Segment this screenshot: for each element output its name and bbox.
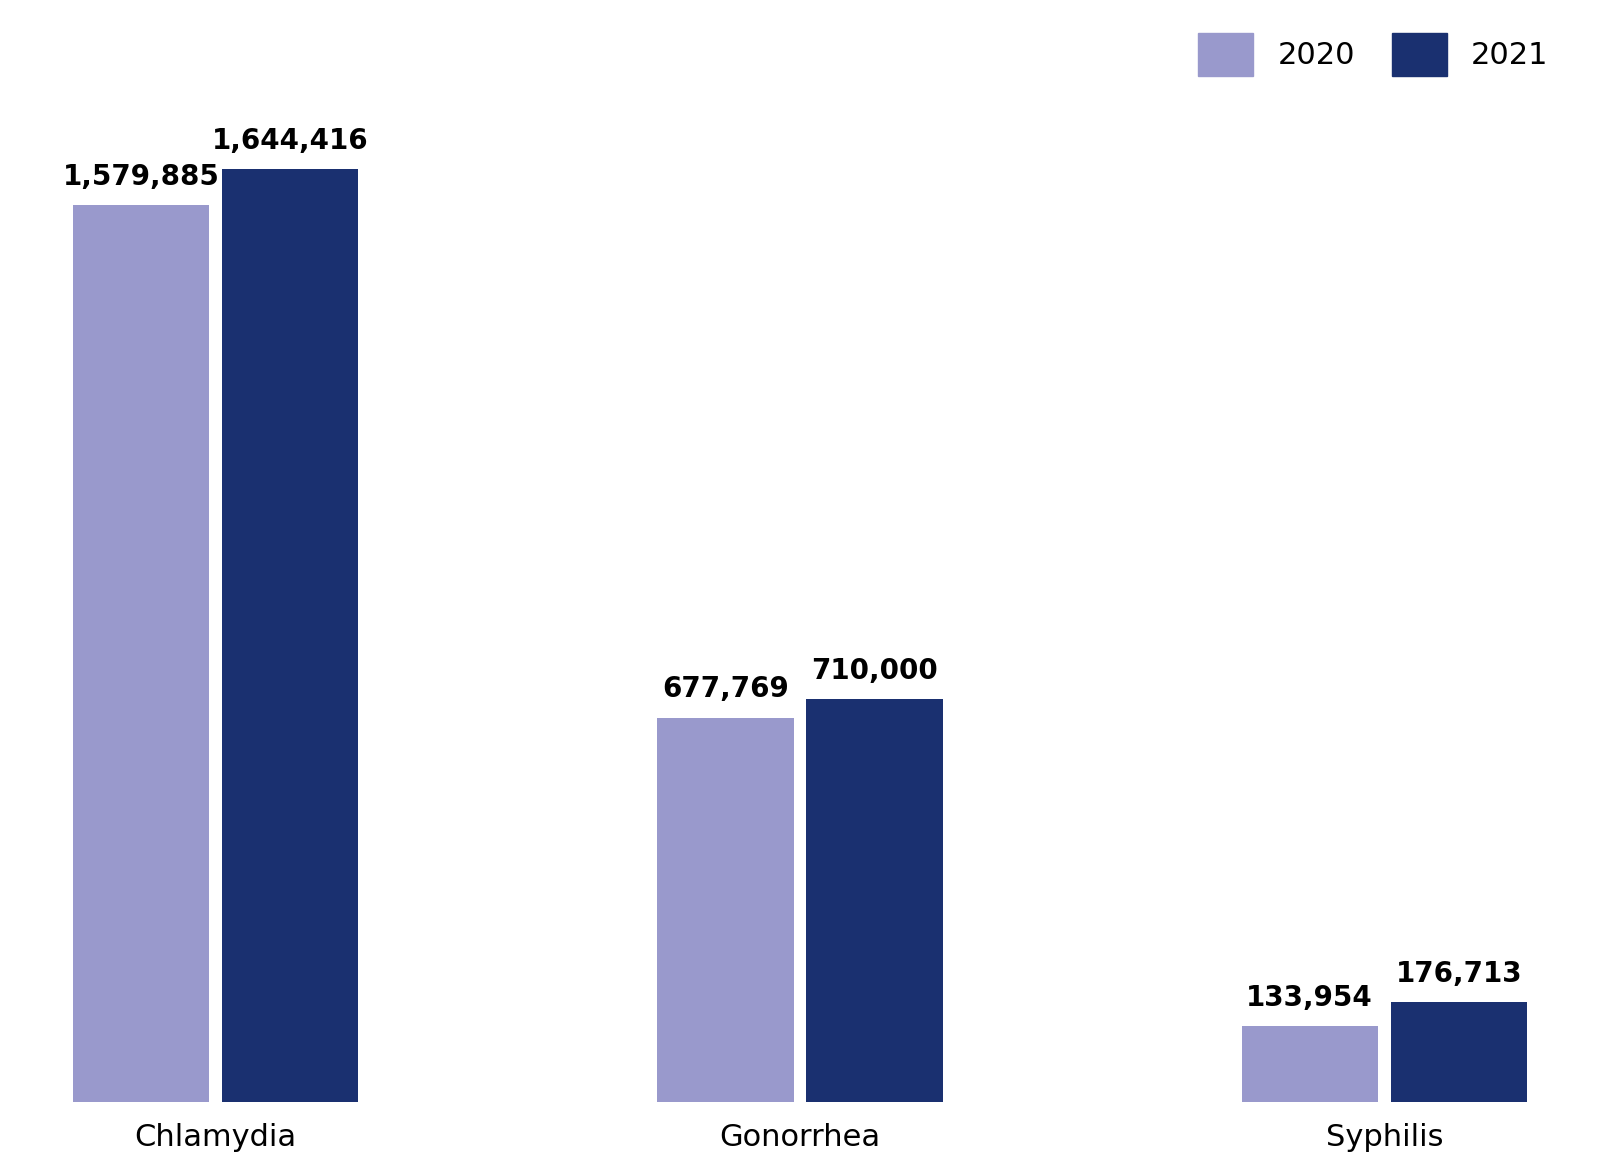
Bar — [658, 718, 794, 1103]
Text: 677,769: 677,769 — [662, 676, 789, 704]
Bar — [222, 169, 358, 1103]
Text: 1,579,885: 1,579,885 — [62, 163, 219, 191]
Text: 1,644,416: 1,644,416 — [211, 127, 368, 155]
Legend: 2020, 2021: 2020, 2021 — [1182, 18, 1563, 91]
Bar — [1242, 1026, 1378, 1103]
Text: 133,954: 133,954 — [1246, 984, 1373, 1012]
Bar — [72, 205, 210, 1103]
Text: 710,000: 710,000 — [811, 657, 938, 685]
Bar — [806, 699, 942, 1103]
Bar — [1390, 1002, 1528, 1103]
Text: 176,713: 176,713 — [1395, 960, 1522, 988]
